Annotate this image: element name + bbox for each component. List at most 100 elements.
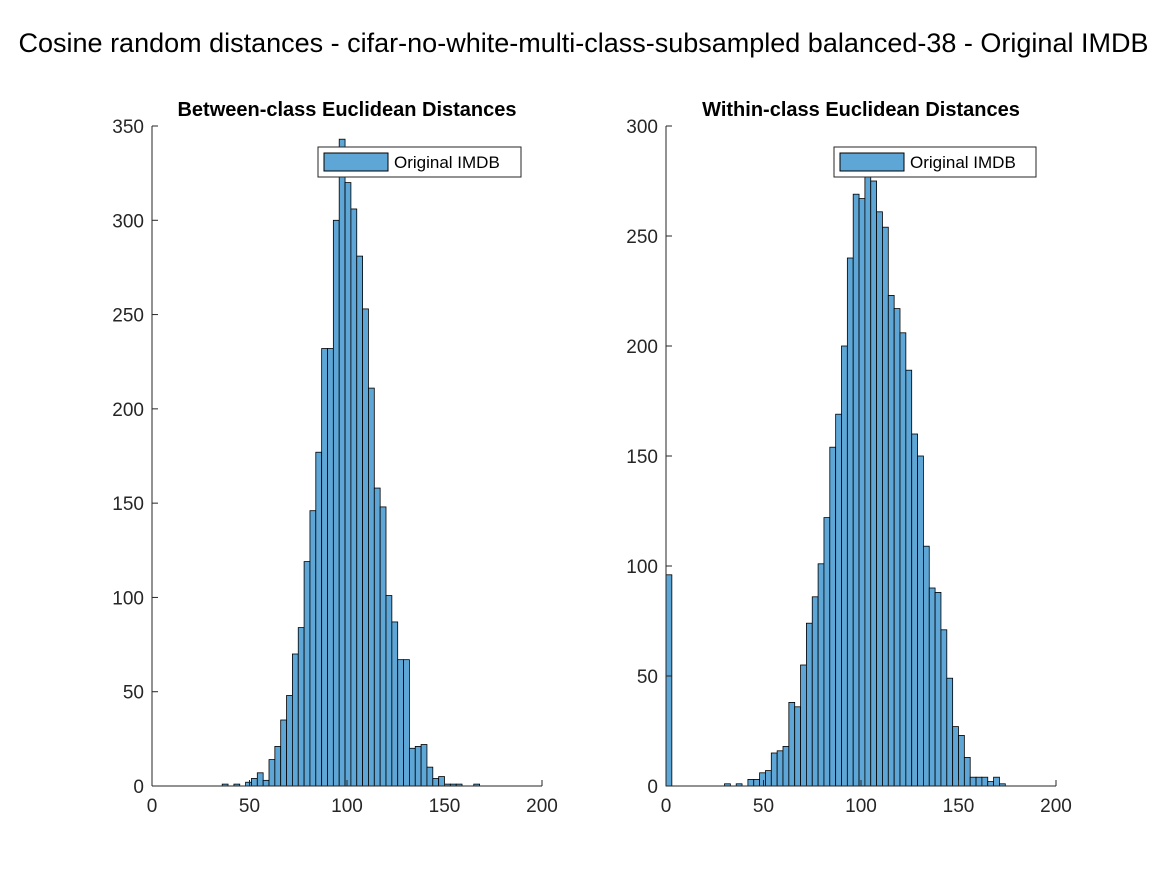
histogram-bar — [321, 348, 328, 787]
histogram-bar — [969, 776, 977, 787]
histogram-bar — [928, 587, 936, 787]
x-tick-label: 150 — [943, 796, 975, 817]
histogram-bar — [800, 664, 807, 787]
histogram-bar — [251, 778, 258, 787]
histogram-bar — [747, 779, 755, 787]
histogram-bar — [256, 772, 264, 787]
histogram-bar — [917, 455, 924, 787]
legend: Original IMDB — [833, 146, 1037, 178]
histogram-bar — [765, 770, 772, 787]
y-tick-label: 350 — [112, 117, 144, 138]
histogram-bar — [368, 387, 375, 787]
chart-title: Within-class Euclidean Distances — [702, 99, 1020, 121]
histogram-bar — [782, 746, 790, 787]
chart-panel-2: 0 50 100 150 200 0 50 100 150 200 250 300 Within-cla… — [626, 99, 1072, 817]
histogram-bar — [911, 433, 918, 787]
x-tick-label: 150 — [429, 796, 461, 817]
x-tick-label: 0 — [661, 796, 672, 817]
histogram-bar — [268, 759, 276, 787]
y-tick-label: 50 — [637, 667, 658, 688]
legend-label: Original IMDB — [910, 153, 1016, 172]
histogram-bar — [753, 779, 760, 787]
x-tick-label: 50 — [239, 796, 260, 817]
histogram-bar — [286, 695, 293, 787]
x-tick-label: 100 — [331, 796, 363, 817]
histogram-bar — [262, 779, 270, 787]
y-tick-label: 50 — [123, 683, 144, 704]
figure-title-wrap: Cosine random distances - cifar-no-white… — [0, 0, 1167, 80]
histogram-bar — [420, 744, 428, 787]
histogram-bar — [759, 772, 766, 787]
y-tick-label: 0 — [133, 777, 144, 798]
histogram-bar — [338, 138, 346, 787]
histogram-bar — [870, 180, 877, 787]
y-tick-label: 250 — [626, 227, 658, 248]
histogram-bar — [397, 659, 404, 787]
histogram-bar — [893, 308, 901, 787]
histogram-bar — [362, 308, 369, 787]
histogram-bar — [356, 255, 363, 787]
histogram-bar — [665, 574, 673, 787]
histogram-bar — [291, 653, 299, 787]
histogram-bar — [923, 545, 930, 787]
histogram-bar — [806, 622, 813, 787]
y-tick-label: 100 — [626, 557, 658, 578]
histogram-bar — [987, 781, 994, 787]
y-tick-label: 300 — [626, 117, 658, 138]
histogram-bar — [332, 219, 340, 787]
histogram-bar — [981, 776, 989, 787]
histogram-bar — [975, 776, 983, 787]
histogram-bar — [432, 778, 440, 787]
y-tick-label: 0 — [647, 777, 658, 798]
legend-swatch — [323, 152, 389, 172]
histogram-bar — [245, 781, 252, 787]
histogram-bar — [823, 517, 831, 787]
legend: Original IMDB — [317, 146, 522, 178]
histogram-bar — [350, 208, 358, 787]
histogram-bar — [934, 592, 942, 787]
histogram-bar — [817, 563, 825, 787]
histogram-bar — [309, 510, 317, 787]
histogram-bar — [303, 561, 311, 787]
histogram-bar — [841, 345, 848, 787]
legend-swatch — [839, 152, 905, 172]
histogram-bar — [385, 595, 393, 787]
histogram-bar — [297, 627, 305, 787]
histogram-bar — [379, 506, 387, 787]
x-tick-label: 50 — [753, 796, 774, 817]
y-tick-label: 150 — [626, 447, 658, 468]
histogram-bar — [438, 776, 445, 787]
histogram-bar — [327, 348, 334, 787]
y-tick-label: 200 — [626, 337, 658, 358]
histogram-bar — [887, 294, 895, 787]
histogram-bar — [391, 621, 399, 787]
histogram-bar — [846, 257, 854, 787]
figure-title: Cosine random distances - cifar-no-white… — [18, 28, 1149, 58]
x-tick-label: 200 — [1040, 796, 1072, 817]
histogram-bar — [403, 659, 410, 787]
chart-panel-1: 0 50 100 150 200 0 50 100 150 200 250 300 350 Between… — [112, 99, 558, 817]
histogram-bar — [882, 226, 889, 787]
histogram-bar — [864, 169, 872, 787]
histogram-bar — [899, 332, 907, 787]
histogram-bar — [811, 596, 819, 787]
x-tick-label: 100 — [845, 796, 877, 817]
histogram-bar — [958, 735, 965, 787]
y-tick-label: 200 — [112, 400, 144, 421]
histogram-bar — [794, 706, 801, 787]
histogram-bar — [776, 750, 784, 787]
histogram-bar — [829, 446, 837, 787]
y-tick-label: 150 — [112, 494, 144, 515]
y-tick-label: 100 — [112, 588, 144, 609]
histogram-bar — [426, 766, 434, 787]
histogram-bar — [963, 757, 971, 787]
histogram-bar — [344, 182, 352, 787]
histogram-bar — [952, 726, 959, 787]
histogram-bar — [940, 629, 948, 787]
x-tick-label: 200 — [526, 796, 558, 817]
histogram-bar — [835, 413, 842, 787]
histogram-bar — [852, 193, 860, 787]
histogram-bar — [905, 369, 913, 787]
x-tick-label: 0 — [147, 796, 158, 817]
